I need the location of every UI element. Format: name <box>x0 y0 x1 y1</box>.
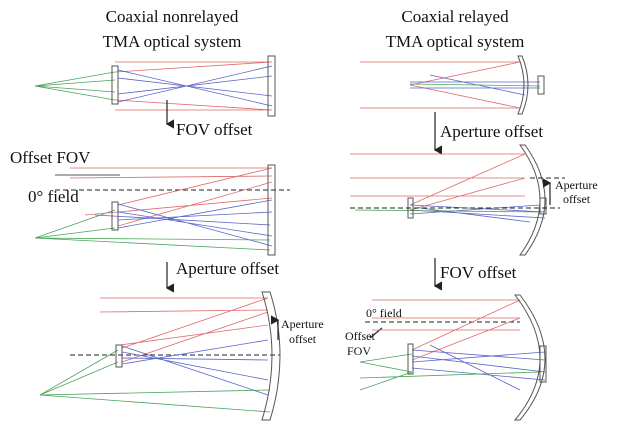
label: Aperture <box>281 317 324 331</box>
mirror <box>513 294 546 421</box>
ray <box>117 65 273 107</box>
step-label: Aperture offset <box>176 259 279 278</box>
step-label: FOV offset <box>440 263 517 282</box>
title-line: Coaxial nonrelayed <box>106 7 239 26</box>
ray <box>350 153 526 211</box>
mirror <box>267 55 276 117</box>
label: Aperture <box>555 178 598 192</box>
ray <box>94 199 273 247</box>
ray <box>409 204 546 223</box>
mirror <box>261 291 281 421</box>
step-label: FOV offset <box>176 120 253 139</box>
optical-system <box>360 55 545 115</box>
optical-system <box>34 164 276 256</box>
ray <box>121 339 269 396</box>
mirror <box>517 55 529 115</box>
mirror <box>537 75 545 95</box>
optical-system <box>39 291 281 421</box>
mirror <box>267 164 276 256</box>
optical-system <box>34 55 276 117</box>
step-label: Aperture offset <box>440 122 543 141</box>
optical-system <box>350 144 547 256</box>
mirror <box>111 65 119 105</box>
title-line: TMA optical system <box>103 32 242 51</box>
label: offset <box>563 192 591 206</box>
mirror <box>111 201 119 231</box>
title-line: TMA optical system <box>386 32 525 51</box>
label: Offset <box>345 329 375 343</box>
ray <box>69 167 273 227</box>
ray <box>34 209 271 251</box>
mirror <box>539 345 547 383</box>
ray <box>372 299 521 361</box>
ray <box>34 71 116 101</box>
optical-system <box>359 294 547 421</box>
title-line: Coaxial relayed <box>401 7 509 26</box>
label: offset <box>289 332 317 346</box>
mirror <box>115 344 123 368</box>
mirror <box>539 197 547 215</box>
ray <box>99 297 269 363</box>
ray <box>39 349 271 413</box>
ray <box>409 83 541 87</box>
ray <box>411 344 546 391</box>
label: 0° field <box>28 187 79 206</box>
ray <box>354 209 541 213</box>
ray <box>114 61 273 111</box>
label: 0° field <box>366 306 402 320</box>
ray <box>360 61 521 109</box>
label: FOV <box>347 344 371 358</box>
mirror <box>407 343 414 375</box>
label: Offset FOV <box>10 148 91 167</box>
mirror <box>519 144 546 256</box>
ray <box>359 353 541 391</box>
